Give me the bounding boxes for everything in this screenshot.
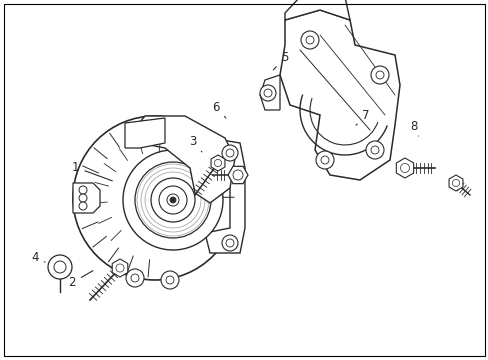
Circle shape bbox=[451, 179, 459, 186]
Circle shape bbox=[320, 156, 328, 164]
Circle shape bbox=[151, 178, 195, 222]
Circle shape bbox=[79, 194, 87, 202]
Circle shape bbox=[73, 116, 237, 280]
Polygon shape bbox=[227, 166, 247, 184]
Circle shape bbox=[116, 264, 124, 272]
Circle shape bbox=[370, 66, 388, 84]
Circle shape bbox=[365, 141, 383, 159]
Text: 2: 2 bbox=[68, 271, 93, 289]
Text: 5: 5 bbox=[273, 51, 288, 70]
Text: 7: 7 bbox=[355, 109, 369, 125]
Circle shape bbox=[225, 149, 234, 157]
Circle shape bbox=[123, 150, 223, 250]
Text: 8: 8 bbox=[409, 120, 418, 136]
Polygon shape bbox=[112, 259, 127, 277]
Circle shape bbox=[126, 269, 143, 287]
Circle shape bbox=[170, 197, 176, 203]
Circle shape bbox=[315, 151, 333, 169]
Circle shape bbox=[260, 85, 275, 101]
Circle shape bbox=[222, 145, 238, 161]
Circle shape bbox=[48, 255, 72, 279]
Polygon shape bbox=[73, 183, 100, 213]
Circle shape bbox=[167, 194, 179, 206]
Polygon shape bbox=[448, 175, 462, 191]
Polygon shape bbox=[280, 10, 399, 180]
Circle shape bbox=[214, 159, 221, 167]
Circle shape bbox=[305, 36, 313, 44]
Text: 1: 1 bbox=[72, 161, 112, 181]
Circle shape bbox=[159, 186, 186, 214]
Circle shape bbox=[135, 162, 210, 238]
Text: 3: 3 bbox=[189, 135, 202, 152]
Polygon shape bbox=[396, 158, 413, 178]
Circle shape bbox=[301, 31, 318, 49]
Circle shape bbox=[232, 170, 243, 180]
Circle shape bbox=[165, 276, 174, 284]
Polygon shape bbox=[211, 155, 224, 171]
Circle shape bbox=[264, 89, 271, 97]
Polygon shape bbox=[204, 138, 244, 253]
Text: 6: 6 bbox=[212, 101, 225, 118]
Circle shape bbox=[161, 271, 179, 289]
Polygon shape bbox=[135, 116, 235, 203]
Circle shape bbox=[400, 163, 408, 172]
Circle shape bbox=[370, 146, 378, 154]
Circle shape bbox=[225, 239, 234, 247]
Circle shape bbox=[222, 235, 238, 251]
Circle shape bbox=[54, 261, 66, 273]
Circle shape bbox=[79, 202, 87, 210]
Circle shape bbox=[375, 71, 383, 79]
Circle shape bbox=[131, 274, 139, 282]
Text: 4: 4 bbox=[31, 251, 45, 264]
Polygon shape bbox=[285, 0, 349, 20]
Polygon shape bbox=[125, 118, 164, 148]
Polygon shape bbox=[260, 75, 280, 110]
Circle shape bbox=[79, 186, 87, 194]
